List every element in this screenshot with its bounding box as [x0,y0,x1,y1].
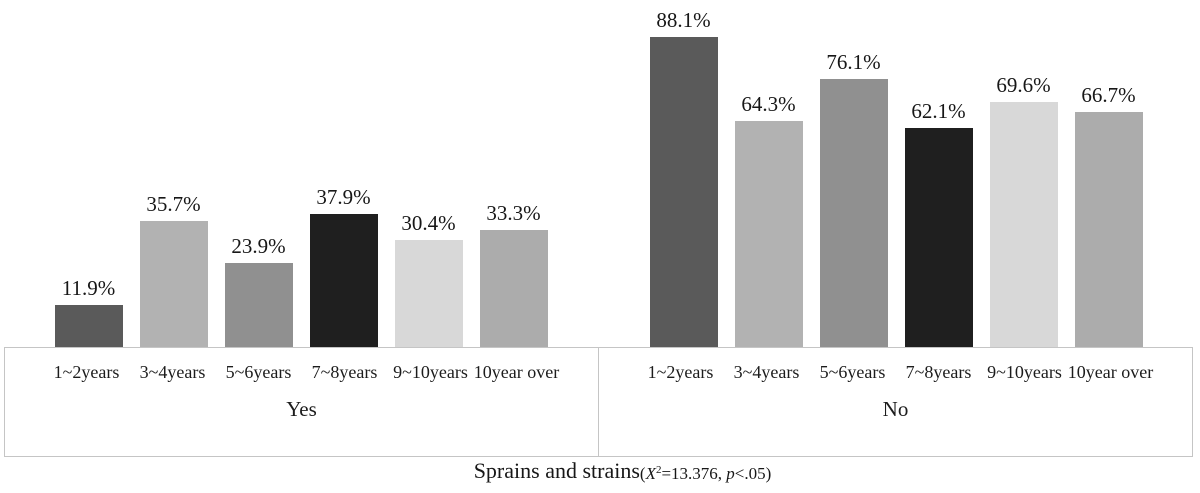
category-label-10year-over: 10year over [1067,362,1154,382]
plot-group-yes: 11.9% 35.7% 23.9% 37.9% 30.4% 33.3% [4,0,598,347]
bar-value-label: 88.1% [656,8,711,32]
bar-no-3-4years [734,121,803,347]
bar-value-label: 35.7% [146,192,201,216]
bar-column-no-10year-over: 66.7% [1066,85,1151,347]
bar-column-no-9-10years: 69.6% [981,75,1066,347]
bar-no-10year-over [1074,112,1143,347]
category-label-9-10years: 9~10years [987,362,1062,382]
bar-column-no-3-4years: 64.3% [726,94,811,347]
category-label-5-6years: 5~6years [225,362,292,382]
category-label-10year-over: 10year over [473,362,560,382]
bars-row-yes: 11.9% 35.7% 23.9% 37.9% 30.4% 33.3% [46,187,556,347]
bar-column-no-5-6years: 76.1% [811,52,896,347]
group-label-yes: Yes [286,396,317,421]
bars-row-no: 88.1% 64.3% 76.1% 62.1% 69.6% 66.7% [641,10,1151,347]
bar-no-7-8years [904,128,973,347]
category-label-3-4years: 3~4years [139,362,206,382]
bar-value-label: 33.3% [486,201,541,225]
category-label-7-8years: 7~8years [311,362,378,382]
category-label-3-4years: 3~4years [733,362,800,382]
bar-column-yes-3-4years: 35.7% [131,194,216,347]
bar-yes-5-6years [224,263,293,347]
bar-column-yes-9-10years: 30.4% [386,213,471,347]
bar-value-label: 66.7% [1081,83,1136,107]
plot-area: 11.9% 35.7% 23.9% 37.9% 30.4% 33.3% 88.1% 64.3… [4,0,1193,347]
bar-value-label: 76.1% [826,50,881,74]
category-label-1-2years: 1~2years [647,362,714,382]
x-axis-box: 1~2years 3~4years 5~6years 7~8years 9~10year… [4,347,1193,457]
stat-open-paren: ( [639,464,646,483]
category-label-1-2years: 1~2years [53,362,120,382]
axis-divider [598,348,599,456]
bar-yes-3-4years [139,221,208,347]
bar-no-9-10years [989,102,1058,347]
stat-chi-symbol: X [645,464,656,483]
category-labels-row: 1~2years 3~4years 5~6years 7~8years 9~10year… [44,362,560,383]
chart-caption: Sprains and strains(X2=13.376, p<.05) [45,458,1200,484]
stat-p-value: <.05) [734,464,772,483]
plot-group-no: 88.1% 64.3% 76.1% 62.1% 69.6% 66.7% [599,0,1193,347]
bar-column-yes-7-8years: 37.9% [301,187,386,347]
bar-value-label: 69.6% [996,73,1051,97]
bar-value-label: 30.4% [401,211,456,235]
axis-group-yes: 1~2years 3~4years 5~6years 7~8years 9~10year… [5,348,598,456]
bar-value-label: 64.3% [741,92,796,116]
category-label-7-8years: 7~8years [905,362,972,382]
chart-title: Sprains and strains [473,458,640,483]
bar-yes-9-10years [394,240,463,347]
group-label-no: No [882,396,909,421]
bar-value-label: 11.9% [61,276,116,300]
stat-annotation: (X2=13.376, p<.05) [640,464,771,483]
category-labels-row: 1~2years 3~4years 5~6years 7~8years 9~10year… [638,362,1154,383]
stat-chi-value: =13.376, [661,464,727,483]
bar-value-label: 62.1% [911,99,966,123]
bar-no-5-6years [819,79,888,347]
bar-yes-10year-over [479,230,548,347]
bar-yes-1-2years [54,305,123,347]
bar-column-yes-1-2years: 11.9% [46,278,131,347]
category-label-5-6years: 5~6years [819,362,886,382]
stat-p-symbol: p [726,464,735,483]
bar-value-label: 23.9% [231,234,286,258]
bar-column-yes-5-6years: 23.9% [216,236,301,347]
bar-column-no-1-2years: 88.1% [641,10,726,347]
axis-group-no: 1~2years 3~4years 5~6years 7~8years 9~10year… [599,348,1192,456]
stat-chi-exponent: 2 [655,464,662,476]
bar-yes-7-8years [309,214,378,347]
bar-value-label: 37.9% [316,185,371,209]
category-label-9-10years: 9~10years [393,362,468,382]
bar-column-yes-10year-over: 33.3% [471,203,556,347]
bar-no-1-2years [649,37,718,347]
bar-column-no-7-8years: 62.1% [896,101,981,347]
